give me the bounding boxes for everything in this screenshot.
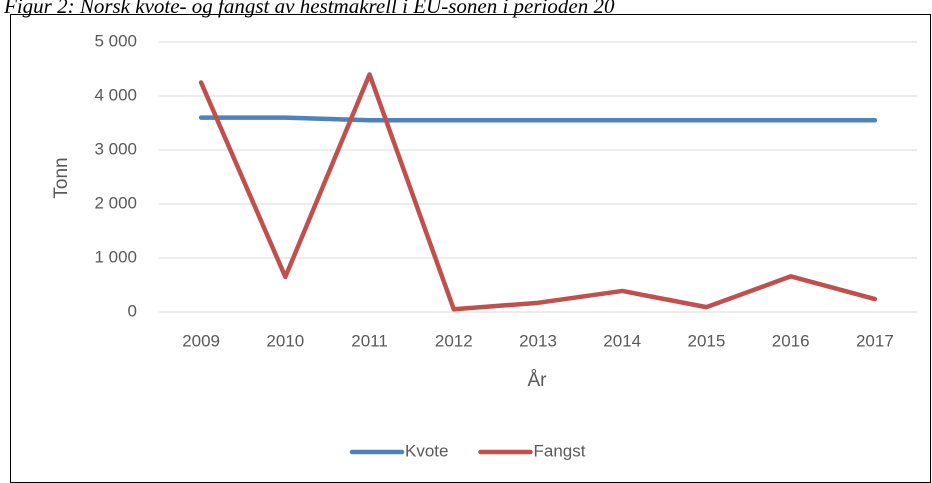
x-tick-label: 2009	[182, 331, 220, 350]
x-axis-title: År	[528, 370, 548, 391]
x-tick-label: 2013	[519, 331, 557, 350]
x-tick-label: 2010	[266, 331, 304, 350]
x-tick-label: 2015	[688, 331, 726, 350]
x-tick-label: 2017	[856, 331, 894, 350]
y-tick-label: 0	[128, 301, 137, 320]
chart-border	[10, 14, 931, 483]
x-tick-label: 2016	[772, 331, 810, 350]
y-axis-title: Tonn	[51, 157, 72, 198]
y-tick-label: 3 000	[94, 139, 137, 158]
legend-label: Kvote	[405, 441, 448, 460]
legend-label: Fangst	[533, 441, 585, 460]
y-tick-label: 1 000	[94, 247, 137, 266]
y-tick-label: 5 000	[94, 31, 137, 50]
line-series	[198, 115, 878, 123]
y-tick-label: 4 000	[94, 85, 137, 104]
x-tick-label: 2014	[603, 331, 641, 350]
chart-title: Figur 2: Norsk kvote- og fangst av hestm…	[3, 0, 615, 18]
x-tick-label: 2011	[351, 331, 388, 350]
x-tick-label: 2012	[435, 331, 473, 350]
y-tick-label: 2 000	[94, 193, 137, 212]
line-series	[198, 72, 878, 312]
